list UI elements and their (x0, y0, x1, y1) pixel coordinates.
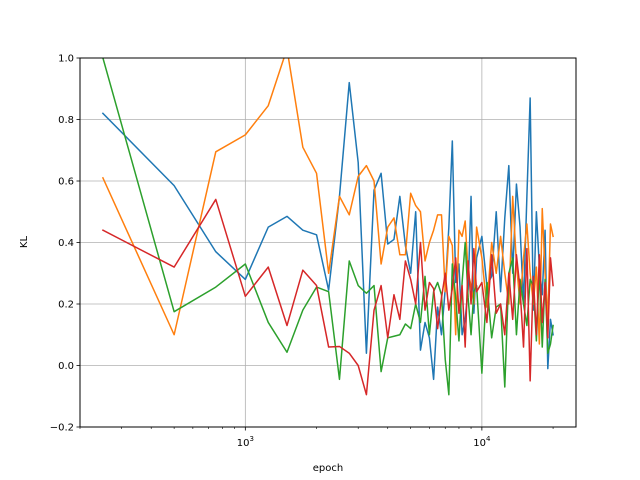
y-axis-label: KL (19, 236, 30, 249)
y-tick-label: 0.6 (58, 177, 74, 188)
series-layer (101, 58, 554, 396)
y-tick-label: −0.2 (50, 423, 74, 434)
y-tick-label: 0.4 (58, 238, 74, 249)
y-tick-label: 0.2 (58, 300, 74, 311)
x-tick-label: 104 (473, 435, 491, 449)
y-tick-label: 1.0 (58, 54, 74, 65)
y-tick-label: 0.8 (58, 115, 74, 126)
y-tick-label: 0.0 (58, 361, 74, 372)
series-line-4 (101, 198, 554, 396)
series-line-2 (101, 58, 554, 345)
x-axis-label: epoch (313, 463, 343, 474)
ticks: −0.2 0.0 0.2 0.4 0.6 0.8 1.0 103 104 (50, 54, 554, 449)
series-line-1 (101, 81, 554, 381)
x-tick-label: 103 (237, 435, 254, 449)
